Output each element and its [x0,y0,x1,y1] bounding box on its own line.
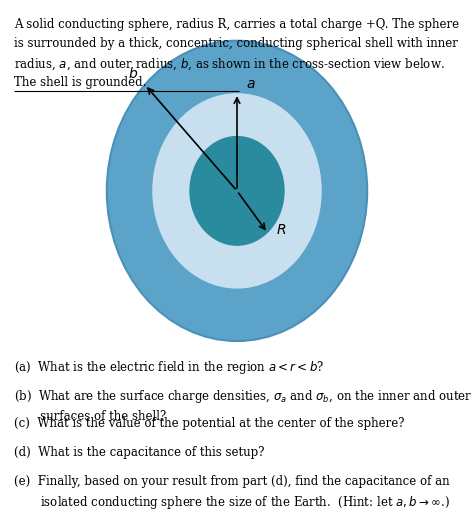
Text: (e)  Finally, based on your result from part (d), find the capacitance of an
   : (e) Finally, based on your result from p… [14,475,450,509]
Ellipse shape [189,136,285,246]
Ellipse shape [107,41,367,341]
Text: radius, $a$, and outer radius, $b$, as shown in the cross-section view below.: radius, $a$, and outer radius, $b$, as s… [14,56,445,72]
Text: $b$: $b$ [128,66,138,80]
Text: (d)  What is the capacitance of this setup?: (d) What is the capacitance of this setu… [14,446,264,459]
Text: The shell is grounded.: The shell is grounded. [14,76,146,89]
Text: $R$: $R$ [276,223,286,237]
Text: $a$: $a$ [246,76,255,91]
Text: A solid conducting sphere, radius R, carries a total charge +Q. The sphere: A solid conducting sphere, radius R, car… [14,18,459,31]
Text: (c)  What is the value of the potential at the center of the sphere?: (c) What is the value of the potential a… [14,417,405,430]
Text: is surrounded by a thick, concentric, conducting spherical shell with inner: is surrounded by a thick, concentric, co… [14,37,458,50]
Text: (b)  What are the surface charge densities, $\sigma_a$ and $\sigma_b$, on the in: (b) What are the surface charge densitie… [14,388,473,423]
Ellipse shape [152,93,322,289]
Text: (a)  What is the electric field in the region $a < r < b$?: (a) What is the electric field in the re… [14,359,324,376]
